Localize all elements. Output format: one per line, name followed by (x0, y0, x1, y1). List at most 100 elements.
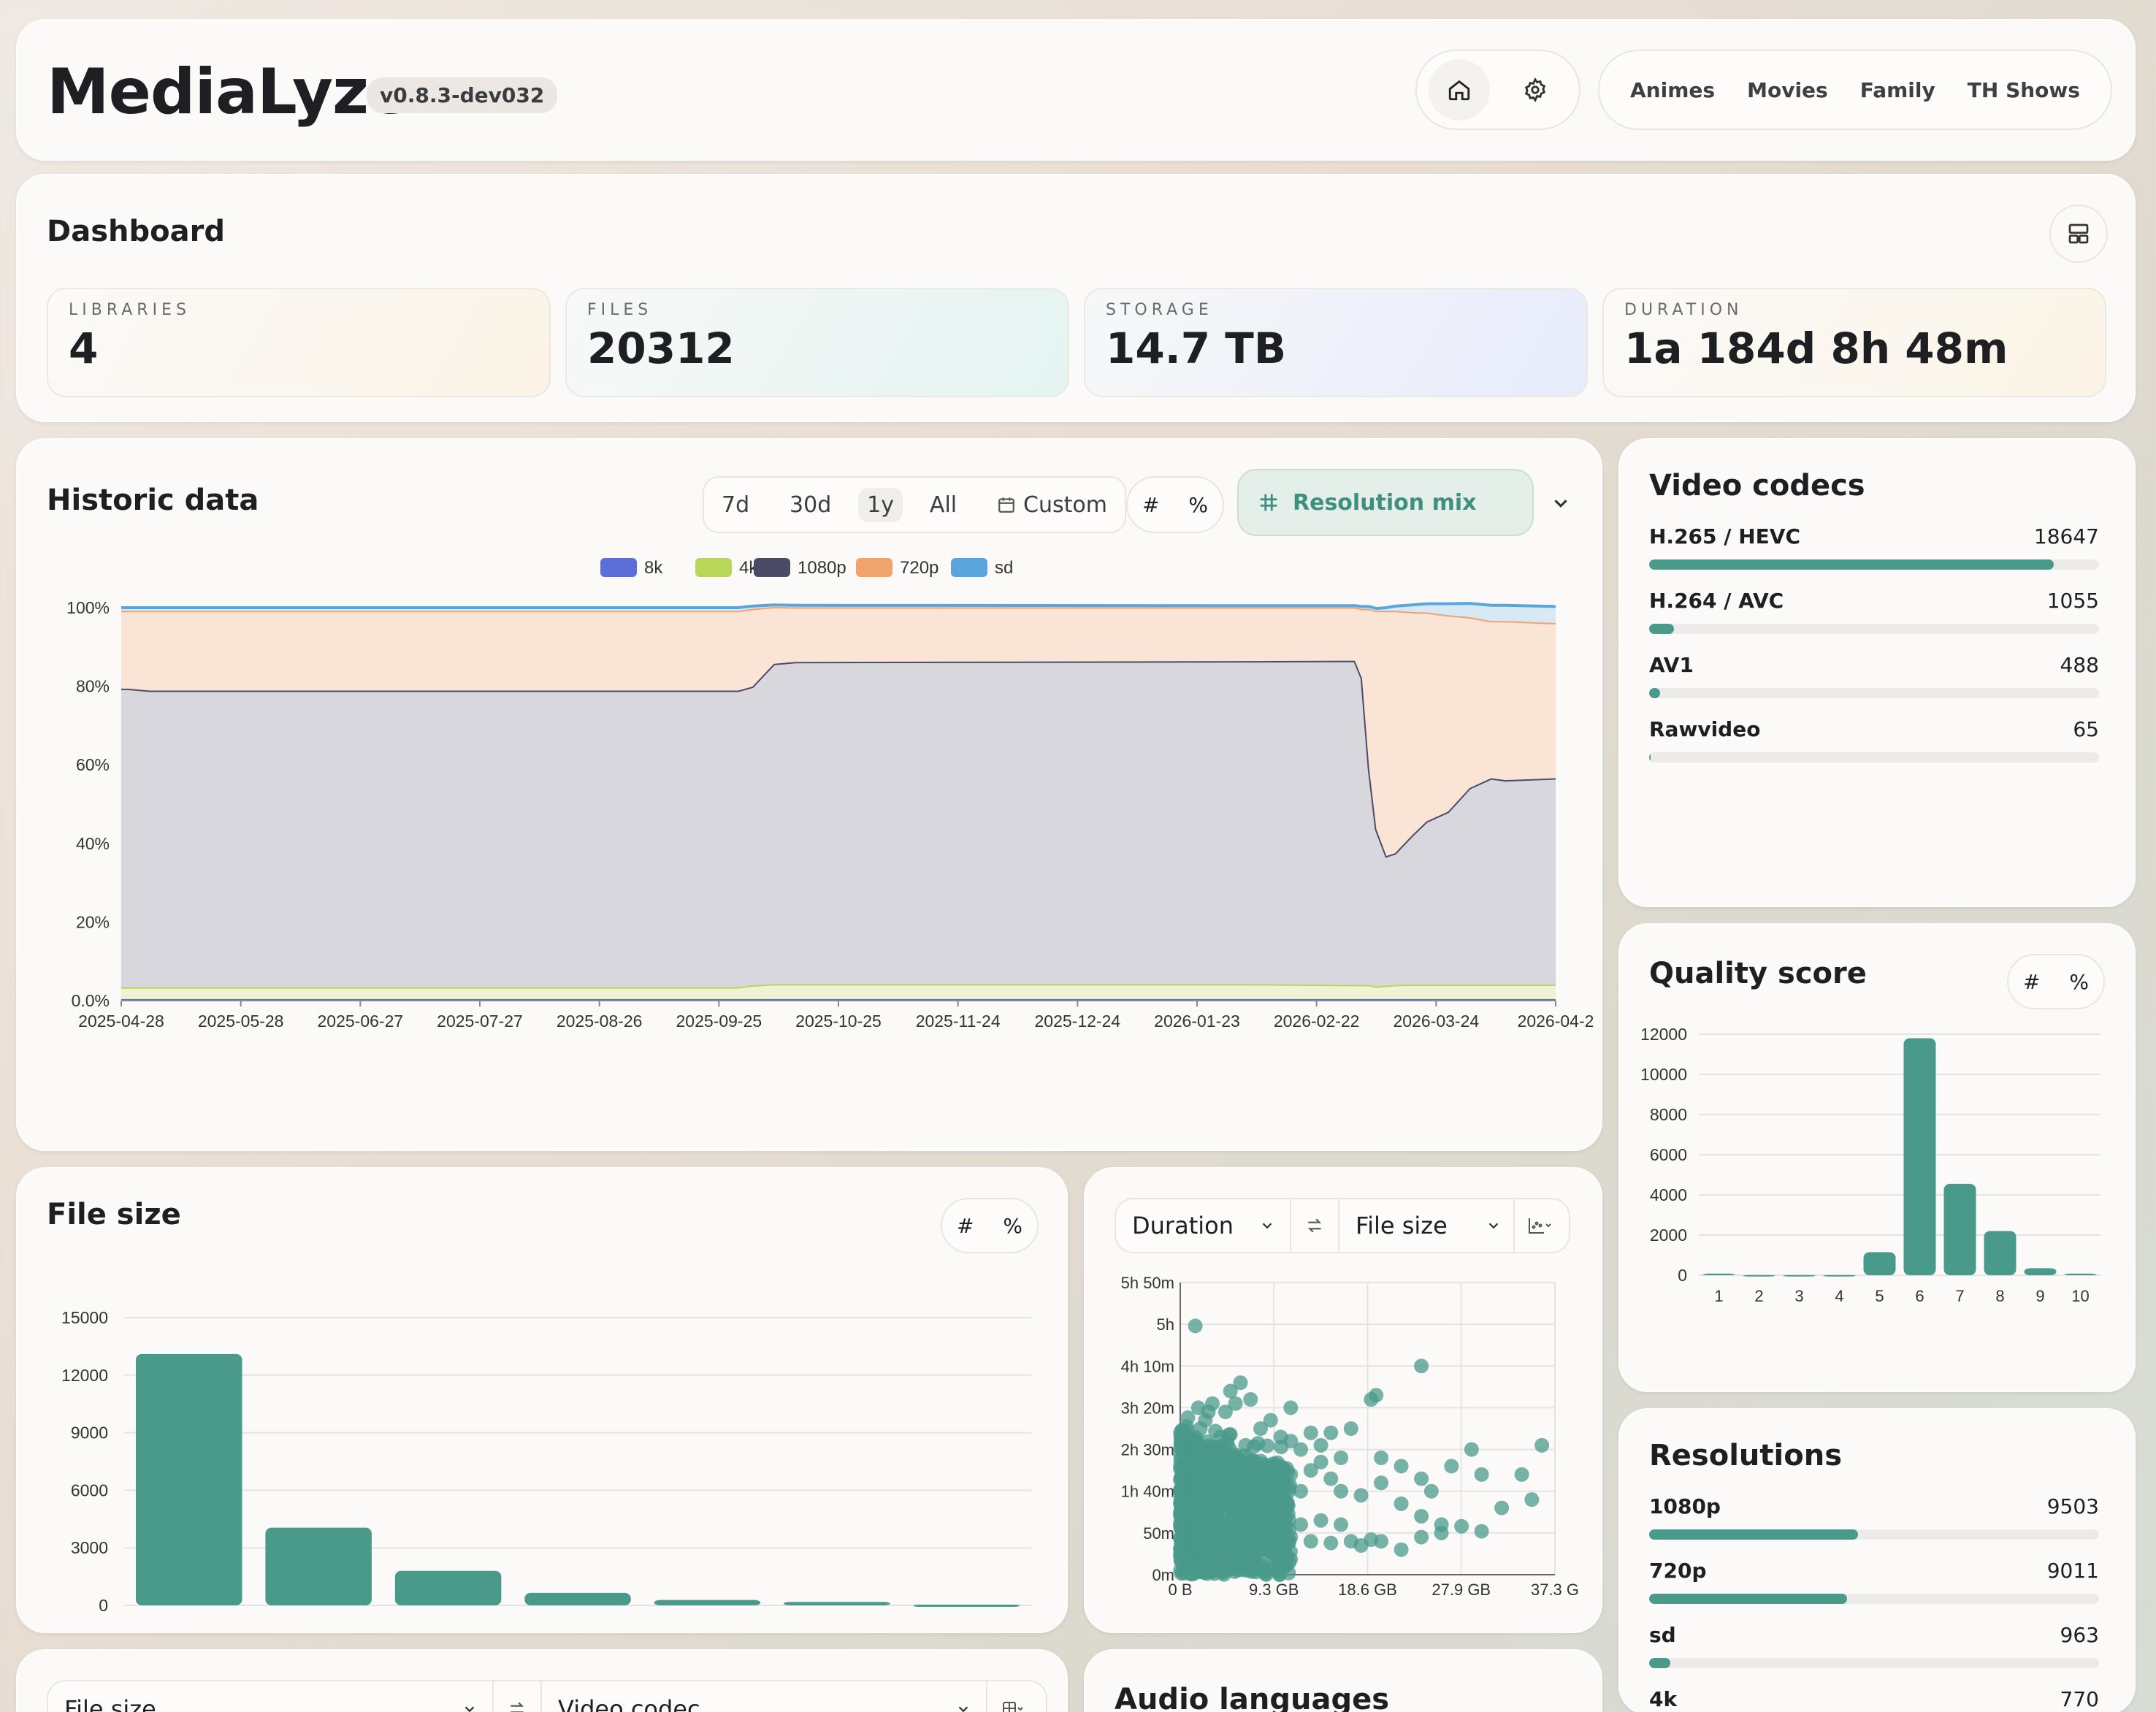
scatter-point (1343, 1421, 1358, 1436)
scatter-point (1303, 1425, 1318, 1440)
y-tick-label: 4h 10m (1121, 1357, 1174, 1375)
x-tick-label: 2025-04-28 (78, 1012, 164, 1031)
scatter-point (1236, 1472, 1252, 1487)
scatter-point (1273, 1429, 1288, 1445)
scatter-point (1182, 1517, 1198, 1532)
icon-nav-group (1415, 50, 1580, 130)
line-720p (121, 605, 1556, 624)
scatter-point (1203, 1442, 1218, 1457)
mode-percent[interactable]: % (1003, 1213, 1022, 1238)
x-tick-label: 2025-05-28 (198, 1012, 284, 1031)
scatter-point (1173, 1441, 1188, 1456)
x-tick-label: 2 (1754, 1287, 1763, 1305)
scatter-point (1208, 1424, 1223, 1439)
mode-count[interactable]: # (2022, 969, 2041, 994)
bar-score-7 (1943, 1183, 1976, 1275)
chevron-down-icon (958, 1706, 968, 1712)
settings-button[interactable] (1515, 69, 1556, 110)
table-icon (1003, 1702, 1023, 1712)
scatter-point (1253, 1505, 1269, 1520)
table-view-button[interactable] (987, 1681, 1039, 1712)
quality-score-title: Quality score (1649, 957, 1867, 990)
range-custom[interactable]: Custom (984, 492, 1120, 518)
mode-percent[interactable]: % (1188, 492, 1208, 517)
mode-count[interactable]: # (956, 1213, 974, 1238)
resolution-count: 963 (2060, 1623, 2099, 1647)
scatter-point (1283, 1467, 1299, 1482)
swap-axes-button[interactable] (494, 1681, 542, 1712)
x-tick-label: 9 (2035, 1287, 2044, 1305)
bar-score-9 (2024, 1268, 2057, 1275)
x-tick-label: 2025-08-26 (557, 1012, 643, 1031)
range-7d[interactable]: 7d (722, 492, 750, 518)
swap-axes-button[interactable] (1291, 1199, 1339, 1252)
home-button[interactable] (1429, 59, 1490, 121)
y-tick-label: 0.0% (72, 991, 110, 1010)
x-tick-label: 27.9 GB (1431, 1581, 1491, 1599)
x-tick-label: 1.9 GB - 3.7 GB (521, 1617, 635, 1620)
gear-icon (1524, 77, 1546, 102)
resolution-count: 9503 (2046, 1494, 2099, 1518)
scatter-point (1323, 1535, 1339, 1551)
range-30d[interactable]: 30d (790, 492, 832, 518)
range-1y[interactable]: 1y (858, 487, 903, 522)
swap-icon (1307, 1218, 1322, 1233)
scatter-point (1454, 1518, 1469, 1534)
codec-fill (1649, 559, 2054, 570)
scatter-point (1263, 1467, 1278, 1482)
scatter-point (1203, 1551, 1218, 1566)
bar-score-8 (1984, 1231, 2017, 1275)
mode-percent[interactable]: % (2069, 969, 2089, 994)
chevron-down-icon (1262, 1223, 1272, 1229)
metric-select[interactable]: Resolution mix (1237, 469, 1534, 536)
legend-label-1080p: 1080p (798, 558, 846, 578)
line-sd (121, 602, 1556, 611)
bar-score-4 (1823, 1275, 1856, 1277)
nav-library-movies[interactable]: Movies (1747, 77, 1828, 102)
resolution-track (1649, 1529, 2099, 1540)
chevron-down-icon[interactable] (1550, 492, 1572, 514)
breakdown-secondary-select[interactable]: Video codec (542, 1681, 987, 1712)
video-codecs-title: Video codecs (1649, 469, 1865, 502)
y-tick-label: 12000 (1640, 1025, 1687, 1044)
y-tick-label: 6000 (1650, 1145, 1687, 1164)
y-tick-label: 10000 (1640, 1065, 1687, 1084)
chevron-down-icon (465, 1706, 475, 1712)
scatter-card: Duration File size 0m 50m 1h 40m 2h 30m 3h 2… (1084, 1167, 1602, 1633)
codec-track (1649, 624, 2099, 634)
nav-library-family[interactable]: Family (1859, 77, 1935, 102)
x-tick-label: 477 MB - 954 MB (256, 1617, 381, 1620)
nav-library-th-shows[interactable]: TH Shows (1967, 77, 2080, 102)
mode-count[interactable]: # (1142, 492, 1160, 517)
quality-mode-toggle: # % (2007, 954, 2105, 1009)
y-tick-label: 5h 50m (1121, 1274, 1174, 1292)
x-tick-label: 2025-11-24 (916, 1012, 1001, 1031)
codec-count: 65 (2073, 717, 2099, 741)
chart-type-button[interactable] (1515, 1199, 1566, 1252)
x-tick-label: 2026-04-2 (1518, 1012, 1594, 1031)
legend-label-720p: 720p (900, 558, 939, 578)
scatter-point (1369, 1388, 1384, 1403)
x-tick-label: 6 (1915, 1287, 1924, 1305)
scatter-point (1176, 1461, 1191, 1476)
bar-file-size (654, 1600, 761, 1605)
y-axis-select[interactable]: File size (1339, 1199, 1515, 1252)
codec-name: AV1 (1649, 653, 1694, 677)
scatter-point (1193, 1421, 1208, 1436)
y-tick-label: 2000 (1650, 1226, 1687, 1245)
x-tick-label: 2025-12-24 (1035, 1012, 1121, 1031)
x-axis-select[interactable]: Duration (1116, 1199, 1291, 1252)
scatter-point (1374, 1451, 1389, 1465)
scatter-point (1197, 1564, 1212, 1579)
breakdown-primary-select[interactable]: File size (48, 1681, 494, 1712)
quality-score-chart: 0 2000 4000 6000 8000 10000 12000 1 2 3 4 5 6 7 8 9 10 (1640, 1025, 2100, 1305)
layout-button[interactable] (2049, 205, 2108, 263)
scatter-chart-icon (1529, 1218, 1551, 1234)
scatter-point (1414, 1529, 1429, 1545)
nav-library-animes[interactable]: Animes (1630, 77, 1716, 102)
range-all[interactable]: All (929, 492, 957, 518)
scatter-point (1434, 1525, 1449, 1540)
stat-label: DURATION (1624, 301, 1743, 319)
stat-files: FILES 20312 (565, 288, 1069, 397)
y-tick-label: 40% (76, 834, 110, 853)
